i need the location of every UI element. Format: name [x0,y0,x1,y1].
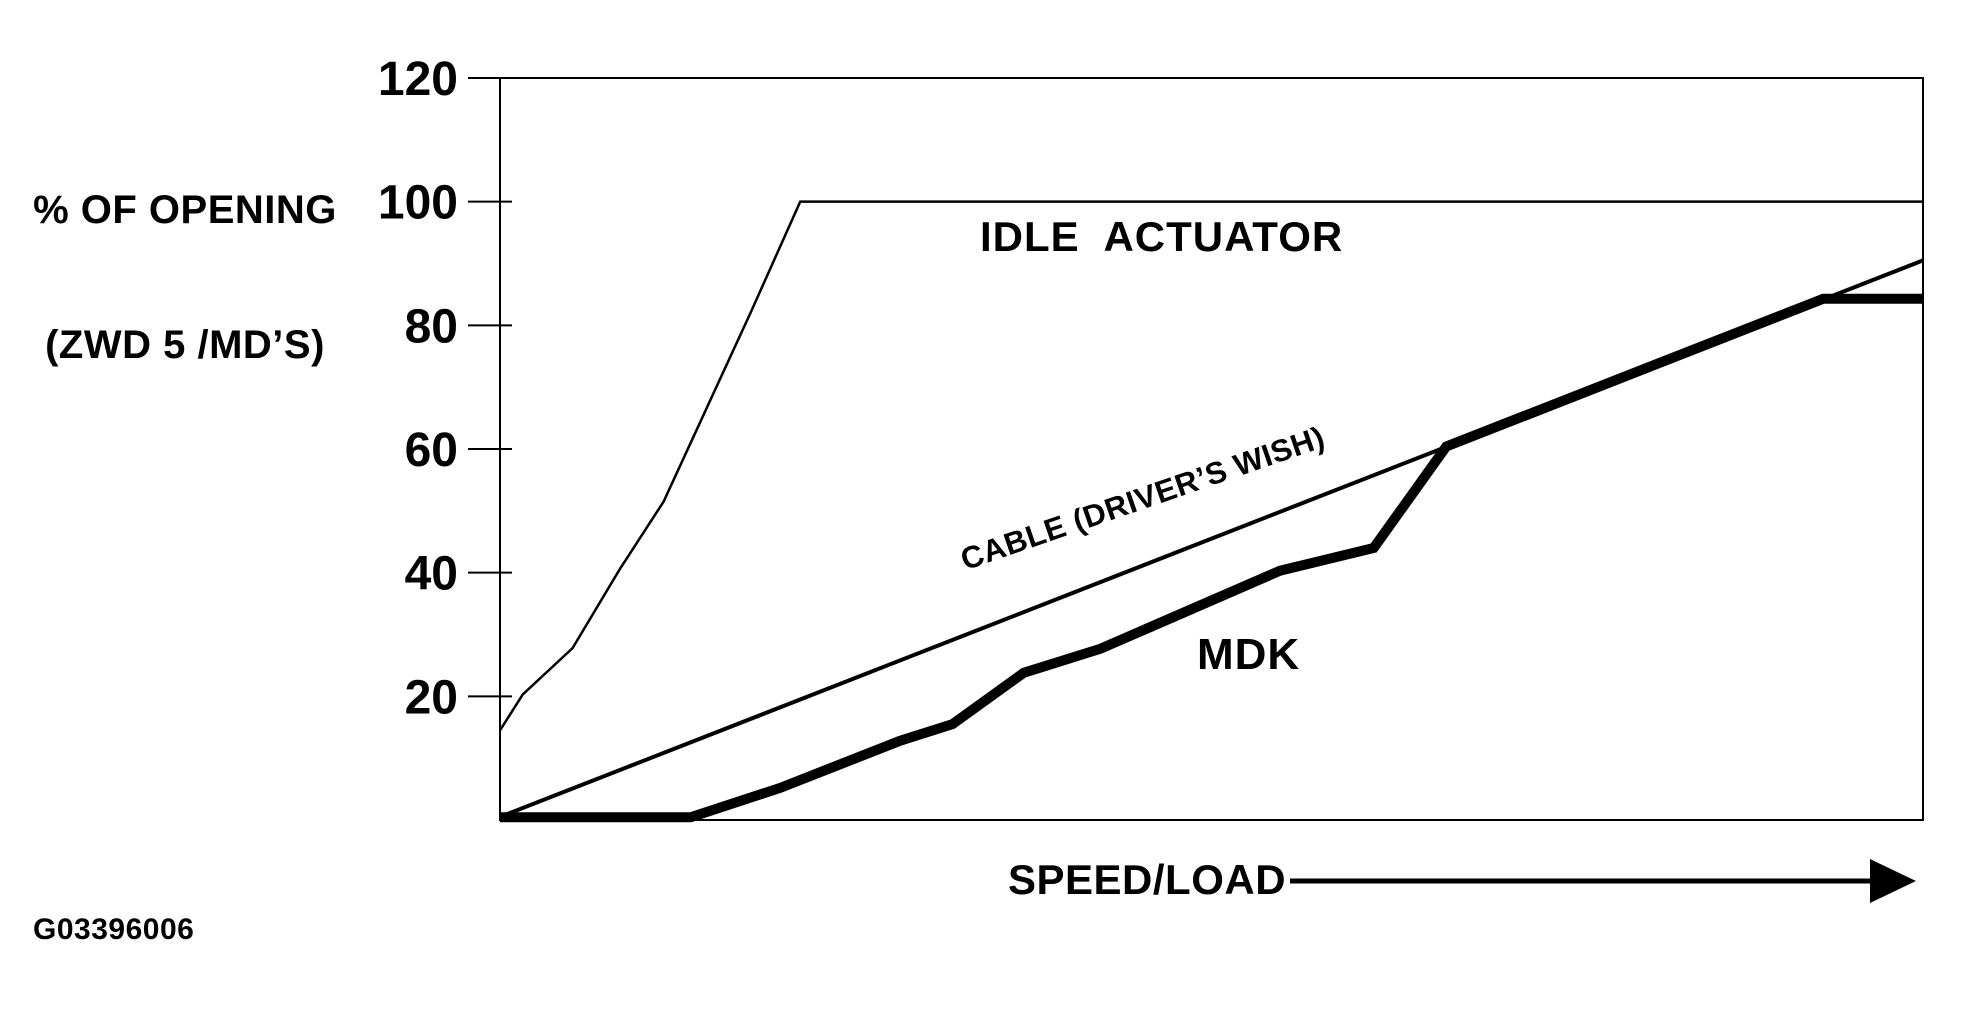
y-axis-tick-label: 40 [405,548,458,601]
y-axis-title-line1: % OF OPENING [33,188,337,232]
x-axis-label: SPEED/LOAD [1008,856,1287,903]
y-axis-tick-label: 20 [405,671,458,724]
figure-code: G03396006 [33,913,195,946]
y-axis-tick-label: 80 [405,300,458,353]
y-axis-tick-label: 120 [378,53,458,106]
series-line-mdk [500,293,1923,823]
y-axis-tick-label: 100 [378,177,458,230]
y-axis-tick-label: 60 [405,424,458,477]
series-line-idle-actuator [498,200,1923,732]
x-axis-arrow-head-icon [1870,859,1916,903]
plot-border [499,77,1924,821]
series-label-idle-actuator: IDLE ACTUATOR [980,213,1344,260]
y-axis-title-line2: (ZWD 5 /MD’S) [45,323,325,367]
y-axis-title: % OF OPENING (ZWD 5 /MD’S) [20,98,350,458]
series-label-mdk: MDK [1197,630,1301,679]
